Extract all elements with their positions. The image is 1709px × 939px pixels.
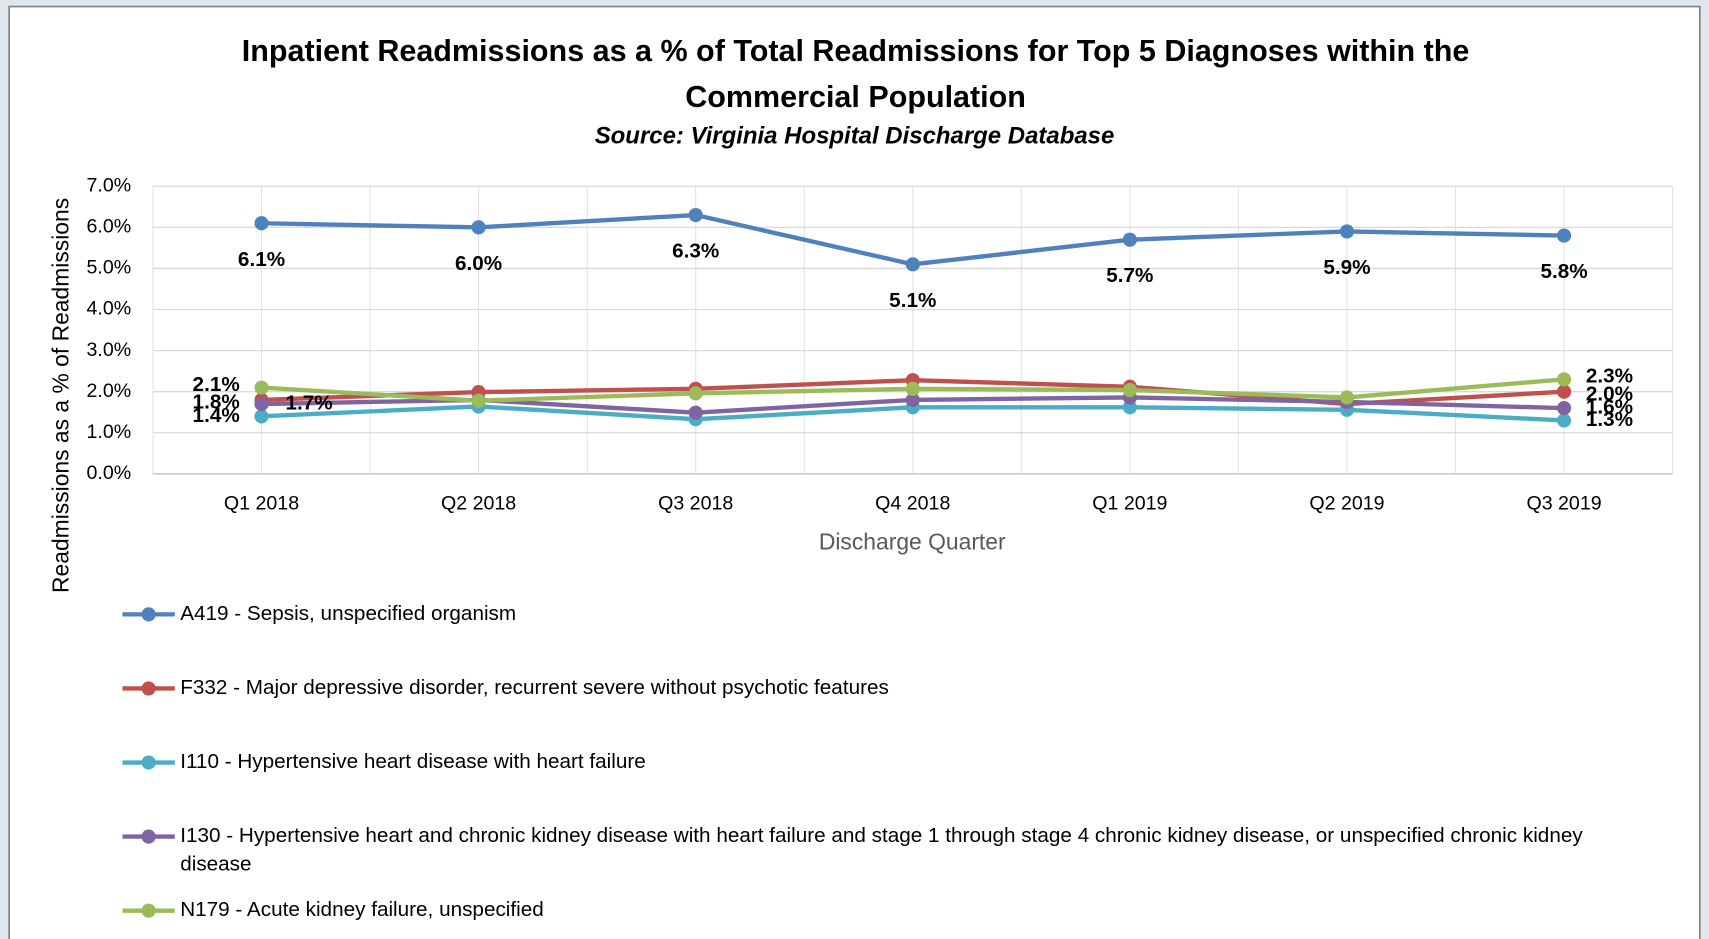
data-point — [471, 393, 486, 408]
data-point — [254, 216, 269, 231]
data-point — [1339, 390, 1355, 405]
x-tick-label: Q3 2018 — [658, 493, 733, 515]
data-point — [1339, 224, 1355, 239]
data-label: 1.4% — [193, 404, 240, 427]
data-label: 6.1% — [238, 248, 285, 271]
legend-item: I110 - Hypertensive heart disease with h… — [180, 750, 646, 774]
legend-marker — [141, 607, 156, 622]
data-point — [1556, 401, 1572, 416]
legend-item: I130 - Hypertensive heart and chronic ki… — [180, 824, 1583, 876]
data-label: 2.1% — [193, 373, 240, 396]
legend-marker — [141, 903, 156, 918]
y-tick-label: 5.0% — [87, 257, 132, 279]
legend-marker — [141, 829, 156, 844]
data-point — [905, 381, 920, 396]
data-label: 5.9% — [1323, 256, 1370, 279]
legend-marker — [141, 755, 156, 770]
x-tick-label: Q2 2018 — [441, 493, 516, 515]
data-point — [1122, 232, 1137, 247]
data-label: 5.1% — [889, 289, 936, 312]
y-axis-title: Readmissions as a % of Readmissions — [48, 198, 74, 593]
x-tick-label: Q1 2018 — [224, 493, 299, 515]
data-point — [905, 392, 920, 407]
x-tick-label: Q2 2019 — [1309, 493, 1384, 515]
data-point — [688, 405, 703, 420]
x-tick-label: Q4 2018 — [875, 493, 950, 515]
legend-item: A419 - Sepsis, unspecified organism — [180, 602, 517, 626]
data-point — [1556, 384, 1572, 399]
data-label: 2.0% — [1586, 382, 1633, 405]
data-point — [688, 386, 703, 401]
y-tick-label: 4.0% — [87, 298, 132, 320]
data-label: 2.3% — [1586, 365, 1633, 388]
data-point — [254, 409, 269, 424]
data-label: 6.3% — [672, 240, 719, 263]
y-tick-label: 0.0% — [87, 462, 132, 484]
x-tick-label: Q3 2019 — [1526, 493, 1601, 515]
legend-marker — [141, 681, 156, 696]
y-tick-label: 7.0% — [87, 174, 132, 196]
title-box: Inpatient Readmissions as a % of Total R… — [241, 33, 1470, 114]
data-label: 5.8% — [1540, 260, 1587, 283]
legend-label: I130 - Hypertensive heart and chronic ki… — [180, 824, 1583, 876]
legend-item: F332 - Major depressive disorder, recurr… — [180, 676, 889, 700]
chart-panel — [8, 5, 1701, 939]
data-label: 1.3% — [1586, 408, 1633, 431]
data-label: 1.8% — [193, 391, 240, 414]
y-tick-label: 1.0% — [87, 421, 132, 443]
data-point — [471, 220, 486, 235]
legend-item: N179 - Acute kidney failure, unspecified — [180, 898, 544, 922]
legend-label: A419 - Sepsis, unspecified organism — [180, 602, 517, 626]
data-point — [688, 207, 703, 223]
data-point — [1122, 382, 1137, 398]
data-point — [905, 257, 920, 272]
x-axis-title: Discharge Quarter — [819, 529, 1006, 555]
y-tick-label: 6.0% — [87, 216, 132, 238]
data-label: 6.0% — [455, 252, 502, 275]
data-label: 5.7% — [1106, 264, 1153, 287]
legend-label: N179 - Acute kidney failure, unspecified — [180, 898, 544, 922]
y-tick-label: 2.0% — [87, 380, 132, 402]
chart-title: Inpatient Readmissions as a % of Total R… — [241, 33, 1470, 114]
data-label: 1.6% — [1586, 396, 1633, 419]
data-label: 1.7% — [285, 391, 332, 414]
y-tick-label: 3.0% — [87, 339, 132, 361]
data-point — [1556, 228, 1572, 243]
x-tick-label: Q1 2019 — [1092, 493, 1167, 515]
data-point — [254, 396, 269, 412]
data-point — [1122, 400, 1137, 415]
data-point — [254, 380, 269, 395]
data-point — [1556, 413, 1572, 428]
chart-subtitle: Source: Virginia Hospital Discharge Data… — [595, 123, 1115, 150]
legend-label: I110 - Hypertensive heart disease with h… — [180, 750, 646, 774]
data-point — [1556, 372, 1572, 387]
legend-label: F332 - Major depressive disorder, recurr… — [180, 676, 889, 700]
